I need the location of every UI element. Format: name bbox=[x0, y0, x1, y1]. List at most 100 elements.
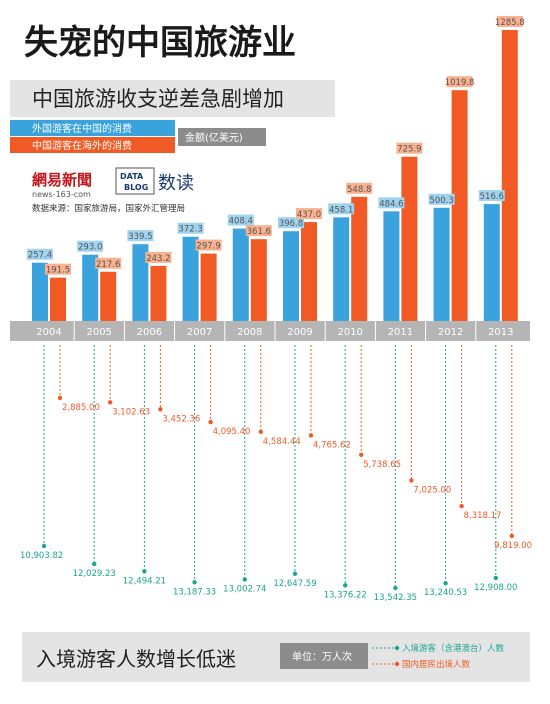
bar-outbound-label-bg-2011 bbox=[396, 142, 423, 154]
inbound-visitors-label-2009: 12,647.59 bbox=[273, 579, 316, 589]
svg-text:BLOG: BLOG bbox=[124, 183, 148, 192]
outbound-visitors-dot-2007 bbox=[208, 419, 213, 425]
bar-outbound-label-bg-2012 bbox=[446, 76, 473, 88]
bar-outbound-spend-2004 bbox=[50, 277, 66, 321]
inbound-visitors-dot-2010 bbox=[343, 583, 348, 588]
legend-inbound-visitors-dot bbox=[394, 645, 400, 651]
bar-inbound-label-2004: 257.4 bbox=[28, 251, 52, 261]
legend-inbound-spend: 外国游客在中国的消费 bbox=[32, 122, 132, 135]
year-axis: 2004 2005 2006 2007 2008 2009 2010 2011 2012 2013 bbox=[36, 321, 514, 341]
inbound-visitors-dot-2008 bbox=[242, 577, 247, 582]
year-label-2007: 2007 bbox=[187, 327, 212, 338]
outbound-visitors-dot-2013 bbox=[509, 533, 514, 539]
outbound-visitors-dot-2008 bbox=[258, 429, 263, 435]
year-label-2010: 2010 bbox=[337, 327, 362, 338]
outbound-visitors-label-2013: 9,819.00 bbox=[494, 541, 532, 551]
bar-inbound-label-2009: 396.8 bbox=[279, 219, 303, 229]
footer-unit: 单位：万人次 bbox=[292, 650, 352, 663]
bar-inbound-label-bg-2005 bbox=[77, 240, 104, 252]
bar-outbound-label-bg-2004 bbox=[45, 263, 71, 275]
outbound-visitors-label-2009: 4,765.62 bbox=[313, 440, 351, 450]
year-label-2008: 2008 bbox=[237, 327, 262, 338]
outbound-visitors-label-2011: 7,025.00 bbox=[413, 485, 451, 495]
bar-outbound-spend-2012 bbox=[451, 90, 468, 321]
inbound-visitors-dot-2007 bbox=[192, 580, 197, 585]
bar-inbound-label-2012: 500.3 bbox=[429, 196, 453, 206]
outbound-visitors-label-2012: 8,318.17 bbox=[464, 511, 502, 521]
outbound-visitors-dot-2012 bbox=[459, 503, 464, 509]
bar-chart: 257.4 191.5 293.0 217.6 339.5 243.2 372.3 297.9… bbox=[27, 16, 525, 321]
footer-unit-badge bbox=[280, 643, 368, 669]
legend-outbound-spend-swatch bbox=[10, 137, 175, 153]
outbound-visitors-dot-2004 bbox=[57, 395, 63, 401]
outbound-visitors-dot-2010 bbox=[359, 452, 364, 457]
bar-inbound-label-2013: 516.6 bbox=[480, 192, 504, 202]
year-label-2005: 2005 bbox=[86, 327, 111, 338]
bar-inbound-label-2011: 484.6 bbox=[379, 199, 403, 209]
visitor-chart: 10,903.82 2,885.00 12,029.23 3,102.63 12,494… bbox=[20, 345, 532, 603]
year-band bbox=[10, 321, 530, 341]
bar-outbound-label-2006: 243.2 bbox=[146, 254, 170, 264]
bar-inbound-label-bg-2011 bbox=[378, 197, 405, 209]
bar-outbound-spend-2008 bbox=[250, 239, 267, 321]
footer-title: 入境游客人数增长低迷 bbox=[36, 647, 236, 671]
bar-inbound-label-bg-2013 bbox=[478, 190, 505, 202]
bar-outbound-label-2008: 361.6 bbox=[247, 227, 271, 237]
page-title: 失宠的中国旅游业 bbox=[24, 23, 296, 63]
legend-inbound-spend-swatch bbox=[10, 120, 175, 136]
bar-inbound-spend-2008 bbox=[232, 228, 249, 321]
inbound-visitors-dot-2011 bbox=[393, 585, 398, 591]
footer-band bbox=[22, 632, 530, 682]
bar-inbound-spend-2006 bbox=[132, 244, 149, 321]
bar-outbound-label-2005: 217.6 bbox=[96, 260, 120, 270]
outbound-visitors-dot-2009 bbox=[308, 433, 314, 438]
bar-outbound-label-bg-2007 bbox=[195, 239, 222, 251]
inbound-visitors-label-2006: 12,494.21 bbox=[123, 576, 166, 586]
outbound-visitors-dot-2005 bbox=[108, 400, 113, 405]
bar-inbound-label-bg-2007 bbox=[177, 222, 204, 234]
bar-inbound-spend-2005 bbox=[82, 254, 99, 321]
bar-outbound-label-2007: 297.9 bbox=[196, 242, 220, 252]
outbound-visitors-label-2008: 4,584.44 bbox=[263, 437, 301, 447]
netease-url: news-163-com bbox=[32, 190, 91, 199]
outbound-visitors-label-2007: 4,095.40 bbox=[213, 427, 251, 437]
bar-outbound-label-bg-2006 bbox=[145, 251, 172, 263]
bar-outbound-label-2004: 191.5 bbox=[46, 266, 70, 276]
bar-outbound-label-2009: 437.0 bbox=[297, 210, 321, 220]
svg-text:DATA: DATA bbox=[120, 172, 144, 181]
bar-outbound-label-bg-2005 bbox=[95, 257, 122, 269]
bar-outbound-label-bg-2009 bbox=[296, 208, 322, 220]
bar-inbound-label-bg-2008 bbox=[227, 214, 254, 226]
inbound-visitors-dot-2012 bbox=[443, 580, 448, 586]
bar-inbound-label-bg-2010 bbox=[328, 203, 355, 215]
datablog-cn: 数读 bbox=[158, 173, 194, 194]
year-label-2006: 2006 bbox=[137, 327, 162, 338]
inbound-visitors-label-2007: 13,187.33 bbox=[173, 587, 216, 597]
bar-inbound-label-bg-2012 bbox=[428, 193, 455, 205]
inbound-visitors-dot-2004 bbox=[41, 543, 47, 549]
inbound-visitors-label-2011: 13,542.35 bbox=[374, 593, 417, 603]
inbound-visitors-label-2012: 13,240.53 bbox=[424, 588, 467, 598]
year-label-2013: 2013 bbox=[488, 327, 513, 338]
bar-outbound-spend-2010 bbox=[351, 196, 368, 321]
bar-inbound-label-2008: 408.4 bbox=[229, 217, 253, 227]
inbound-visitors-label-2005: 12,029.23 bbox=[73, 569, 116, 579]
bar-inbound-label-bg-2004 bbox=[27, 248, 53, 260]
bar-outbound-label-2010: 548.8 bbox=[347, 185, 371, 195]
bar-outbound-spend-2005 bbox=[100, 271, 117, 321]
inbound-visitors-dot-2013 bbox=[493, 575, 498, 581]
bar-inbound-spend-2004 bbox=[32, 262, 48, 321]
outbound-visitors-label-2010: 5,738.65 bbox=[363, 460, 401, 470]
outbound-visitors-dot-2011 bbox=[409, 478, 414, 483]
bar-outbound-spend-2007 bbox=[200, 253, 217, 321]
outbound-visitors-label-2005: 3,102.63 bbox=[112, 407, 150, 417]
bar-inbound-label-2006: 339.5 bbox=[128, 232, 152, 242]
bar-inbound-spend-2010 bbox=[333, 217, 350, 321]
outbound-visitors-label-2004: 2,885.00 bbox=[62, 403, 100, 413]
legend-outbound-visitors: 国内居民出境人数 bbox=[402, 659, 471, 670]
bar-inbound-spend-2009 bbox=[283, 231, 299, 321]
legend-inbound-visitors: 入境游客（含港澳台）人数 bbox=[402, 643, 505, 654]
bar-inbound-spend-2013 bbox=[483, 204, 500, 321]
